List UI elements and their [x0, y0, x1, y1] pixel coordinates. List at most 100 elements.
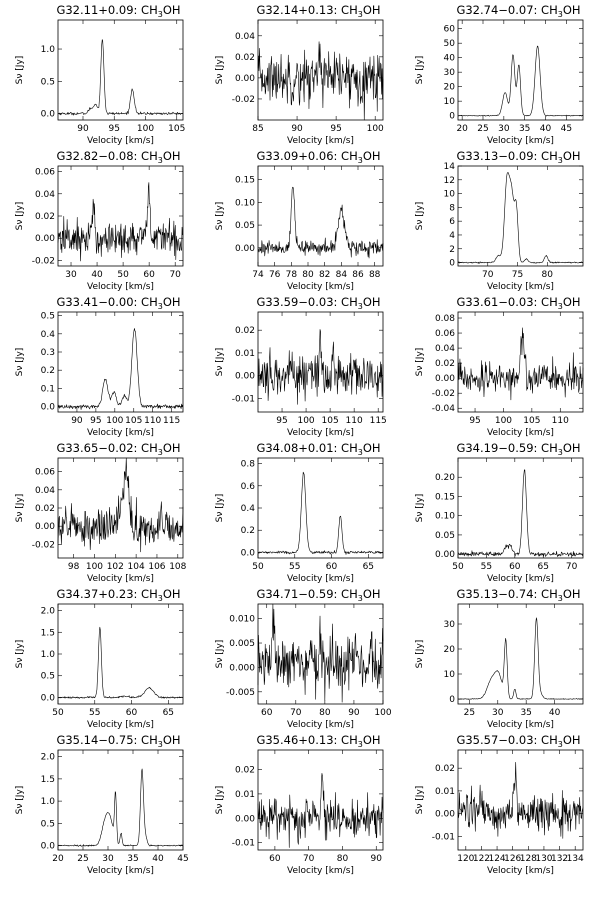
y-axis-label: Sν [Jy]: [215, 202, 225, 231]
x-axis-label: Velocity [km/s]: [487, 428, 554, 438]
x-tick-label: 95: [330, 124, 341, 134]
y-tick-label: 1.5: [41, 628, 55, 638]
y-tick-label: 0.8: [241, 460, 256, 470]
y-tick-label: 0.2: [41, 366, 55, 376]
y-tick-label: 0.005: [229, 639, 255, 649]
spectrum-panel: G33.41−0.00: CH3OH 90 95 100 105 110 115 0.0 0.1…: [15, 295, 184, 438]
spectrum-trace: [257, 186, 384, 259]
x-tick-label: 80: [337, 854, 349, 864]
y-tick-label: 0.06: [435, 329, 455, 339]
x-tick-label: 76: [269, 270, 281, 280]
x-tick-label: 65: [363, 562, 374, 572]
x-tick-label: 100: [367, 124, 384, 134]
x-tick-label: 130: [535, 854, 552, 864]
x-tick-label: 50: [452, 562, 464, 572]
y-tick-label: 0.0: [41, 110, 56, 120]
panel-title: G34.71−0.59: CH3OH: [256, 587, 380, 603]
plot-frame: [257, 457, 384, 559]
x-tick-label: 35: [520, 708, 531, 718]
x-tick-label: 65: [538, 562, 549, 572]
x-axis-label: Velocity [km/s]: [487, 136, 554, 146]
y-tick-label: 0.06: [35, 168, 55, 178]
x-axis-label: Velocity [km/s]: [87, 574, 154, 584]
y-tick-label: -0.04: [432, 404, 456, 414]
y-tick-label: 0: [449, 695, 455, 705]
y-tick-label: 0.15: [435, 492, 455, 502]
panel-title: G32.14+0.13: CH3OH: [256, 3, 380, 19]
spectrum-trace: [57, 182, 184, 262]
y-tick-label: 0.0: [41, 842, 56, 852]
plot-frame: [257, 19, 384, 121]
y-axis-label: Sν [Jy]: [415, 348, 425, 377]
y-tick-label: 2: [449, 245, 455, 255]
x-tick-label: 122: [473, 854, 490, 864]
y-tick-label: 0.06: [35, 468, 55, 478]
spectrum-panel: G32.82−0.08: CH3OH 30 40 50 60 70 -0.02 0.00 0.0…: [15, 149, 184, 292]
y-tick-label: 0.00: [35, 522, 55, 532]
x-tick-label: 98: [68, 562, 80, 572]
x-tick-label: 40: [540, 124, 552, 134]
panel-title: G32.74−0.07: CH3OH: [456, 3, 580, 19]
x-tick-label: 124: [488, 854, 505, 864]
y-tick-label: 0: [449, 259, 455, 269]
x-tick-label: 20: [456, 124, 468, 134]
panel-title: G34.08+0.01: CH3OH: [256, 441, 380, 457]
x-tick-label: 115: [370, 416, 387, 426]
y-tick-label: 2.0: [41, 607, 56, 617]
x-tick-label: 70: [169, 270, 181, 280]
y-tick-label: 1.0: [41, 45, 56, 55]
x-axis-label: Velocity [km/s]: [87, 136, 154, 146]
spectrum-trace: [257, 603, 384, 703]
y-tick-label: -0.02: [32, 540, 55, 550]
y-tick-label: 0.01: [235, 790, 255, 800]
x-axis-label: Velocity [km/s]: [487, 720, 554, 730]
x-tick-label: 105: [168, 124, 185, 134]
plot-frame: [257, 311, 384, 413]
x-axis-label: Velocity [km/s]: [287, 866, 354, 876]
spectrum-trace: [257, 773, 384, 848]
x-tick-label: 110: [346, 416, 363, 426]
x-tick-label: 105: [322, 416, 339, 426]
y-tick-label: 30: [444, 620, 456, 630]
plot-frame: [57, 749, 184, 851]
spectrum-trace: [457, 469, 584, 557]
y-tick-label: -0.02: [232, 95, 255, 105]
spectrum-panel: G34.19−0.59: CH3OH 50 55 60 65 70 0.00 0.05 0.10…: [415, 441, 584, 584]
x-tick-label: 60: [126, 708, 138, 718]
x-axis-label: Velocity [km/s]: [87, 282, 154, 292]
y-tick-label: 0.010: [229, 615, 255, 625]
x-tick-label: 82: [319, 270, 330, 280]
spectrum-trace: [457, 762, 584, 839]
spectrum-panel: G32.74−0.07: CH3OH 20 25 30 35 40 45 0 10 20 30 40 5…: [415, 3, 584, 146]
y-tick-label: 0.02: [35, 504, 55, 514]
x-tick-label: 120: [457, 854, 474, 864]
x-tick-label: 132: [551, 854, 568, 864]
x-axis-label: Velocity [km/s]: [287, 428, 354, 438]
x-tick-label: 78: [286, 270, 298, 280]
x-tick-label: 55: [481, 562, 492, 572]
spectrum-trace: [57, 457, 184, 553]
x-tick-label: 95: [109, 124, 120, 134]
x-axis-label: Velocity [km/s]: [287, 282, 354, 292]
y-tick-label: 0.02: [435, 359, 455, 369]
plot-frame: [57, 19, 184, 121]
y-axis-label: Sν [Jy]: [215, 640, 225, 669]
y-tick-label: -0.01: [232, 839, 255, 849]
x-tick-label: 70: [290, 708, 302, 718]
y-tick-label: 50: [444, 39, 456, 49]
x-tick-label: 60: [261, 708, 273, 718]
y-tick-label: 6: [449, 217, 455, 227]
x-tick-label: 110: [552, 416, 569, 426]
y-tick-label: 20: [444, 83, 456, 93]
plot-frame: [57, 311, 184, 413]
x-tick-label: 80: [302, 270, 314, 280]
x-tick-label: 40: [152, 854, 164, 864]
y-tick-label: 0.10: [235, 198, 255, 208]
spectrum-trace: [457, 172, 584, 264]
x-tick-label: 70: [482, 270, 494, 280]
y-axis-label: Sν [Jy]: [415, 202, 425, 231]
x-tick-label: 55: [89, 708, 100, 718]
x-tick-label: 106: [148, 562, 165, 572]
y-tick-label: 12: [444, 176, 455, 186]
y-tick-label: 0.00: [235, 244, 255, 254]
